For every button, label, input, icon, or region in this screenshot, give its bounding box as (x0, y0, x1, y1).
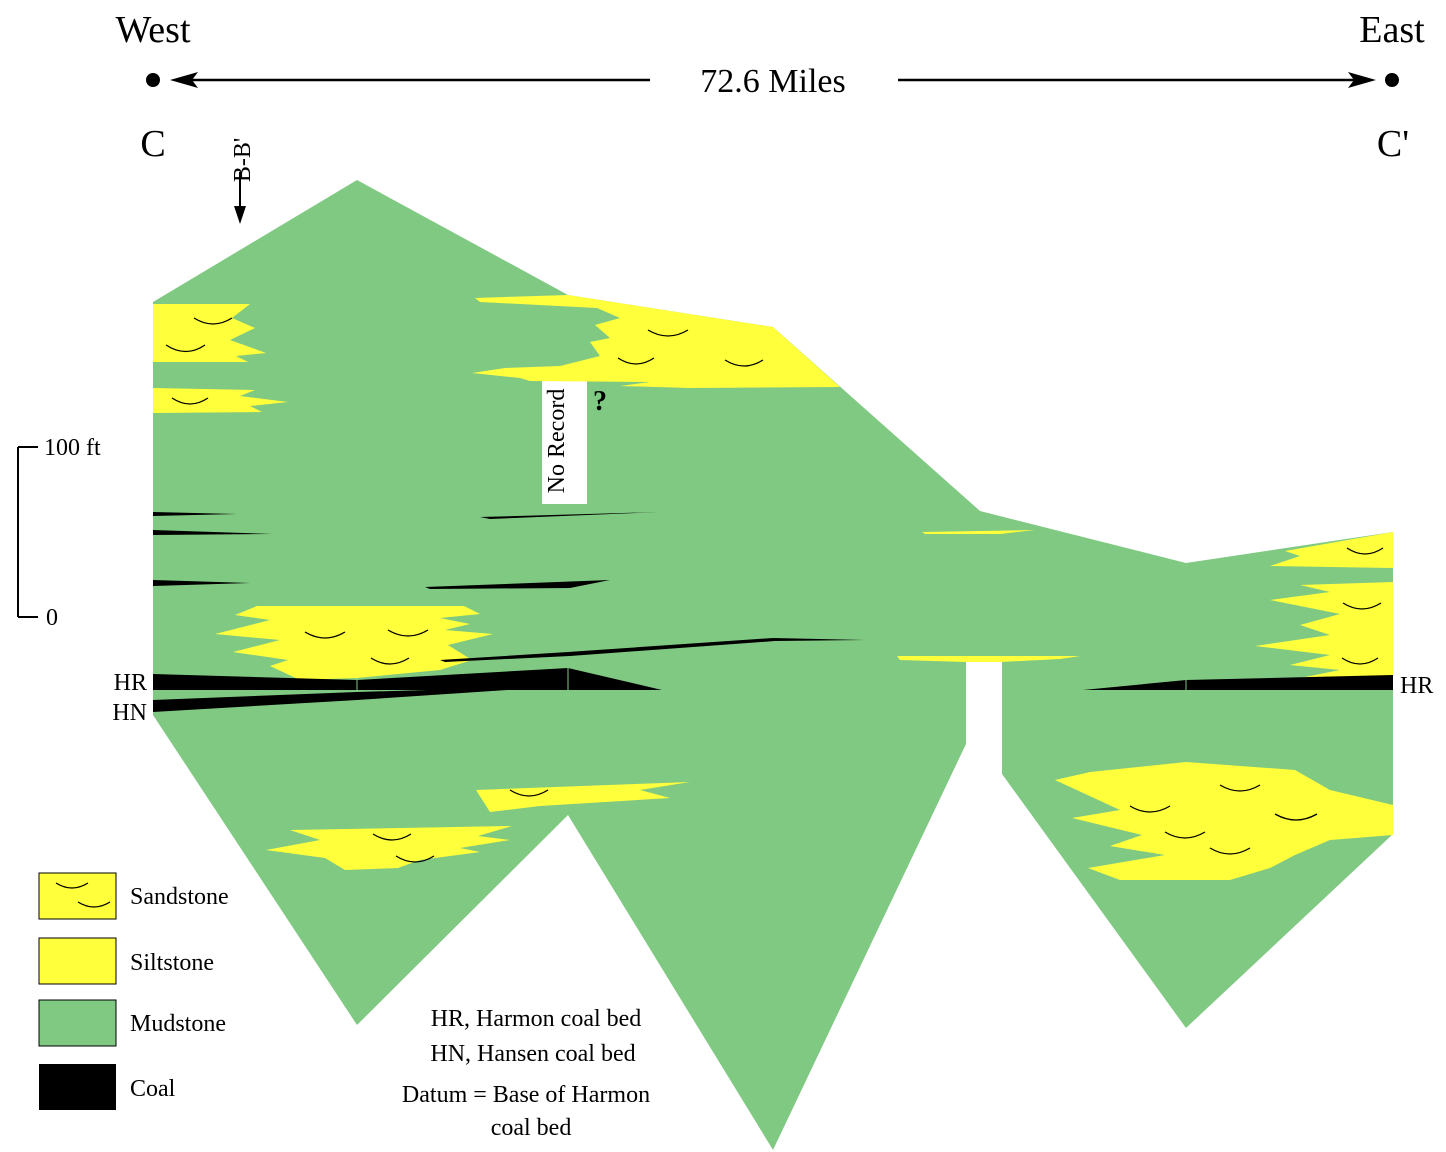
legend-siltstone-label: Siltstone (130, 950, 214, 976)
note-harmon: HR, Harmon coal bed (431, 1006, 642, 1032)
mudstone-body (153, 180, 1393, 1150)
scale-top-label: 100 ft (44, 435, 101, 461)
coal-beds (153, 512, 1393, 712)
legend-sandstone-label: Sandstone (130, 884, 229, 910)
west-label: West (115, 9, 190, 51)
sandstone-lenses (153, 295, 1393, 880)
no-record-label: No Record (544, 389, 570, 494)
distance-label: 72.6 Miles (700, 63, 845, 100)
sandstone-swatch-icon (38, 872, 117, 920)
legend-coal-label: Coal (130, 1076, 176, 1102)
note-datum-cont: coal bed (491, 1115, 572, 1141)
east-label: East (1359, 9, 1425, 51)
distance-arrow-right-icon (898, 72, 1376, 88)
point-c-prime-label: C' (1377, 123, 1409, 165)
tie-line-arrow-icon (234, 172, 246, 224)
legend (38, 872, 117, 1110)
scale-bottom-label: 0 (46, 605, 58, 631)
mudstone-swatch-icon (38, 999, 117, 1047)
legend-mudstone-label: Mudstone (130, 1011, 226, 1037)
coal-swatch-icon (39, 1064, 116, 1110)
point-c-label: C (140, 123, 165, 165)
tie-line-label: B-B' (230, 138, 256, 182)
note-datum: Datum = Base of Harmon (402, 1082, 650, 1108)
point-c-marker-icon (146, 73, 160, 87)
no-record-column (542, 378, 587, 504)
distance-arrow-left-icon (170, 72, 650, 88)
note-hansen: HN, Hansen coal bed (430, 1041, 635, 1067)
question-mark: ? (593, 386, 607, 417)
hn-left-label: HN (112, 700, 147, 726)
scale-bar (17, 446, 38, 618)
point-c-prime-marker-icon (1385, 73, 1399, 87)
hr-left-label: HR (114, 670, 147, 696)
siltstone-swatch-icon (38, 937, 117, 985)
hr-right-label: HR (1400, 673, 1433, 699)
